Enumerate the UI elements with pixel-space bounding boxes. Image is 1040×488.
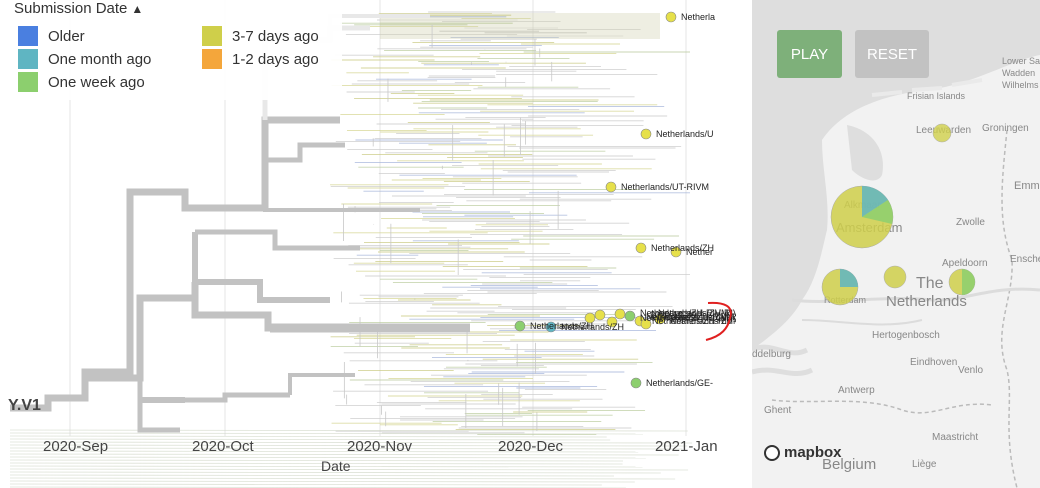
map-place-label: Frisian Islands: [907, 91, 966, 101]
tip-label: Netherlands/UT-RIVM: [621, 182, 709, 192]
axis-tick-oct: 2020-Oct: [192, 438, 254, 455]
legend-item-one-week[interactable]: One week ago: [18, 72, 145, 92]
tip-dot[interactable]: [605, 181, 617, 193]
map-place-label: Hertogenbosch: [872, 330, 940, 341]
axis-tick-sep: 2020-Sep: [43, 438, 109, 455]
map-circle-amsterdam[interactable]: [830, 185, 894, 249]
map-place-label: Groningen: [982, 123, 1029, 134]
tip-dot[interactable]: [584, 312, 596, 324]
legend-item-1-2-days[interactable]: 1-2 days ago: [202, 49, 319, 69]
tip-dot[interactable]: [670, 246, 682, 258]
reset-button[interactable]: RESET: [855, 30, 929, 78]
map-place-label: The: [916, 275, 944, 292]
tip-dot[interactable]: [640, 128, 652, 140]
map-circle-utrecht[interactable]: [883, 265, 907, 289]
map-place-label: Wadden: [1002, 68, 1035, 78]
map-place-label: Venlo: [958, 365, 983, 376]
tip-label: Netherlands/ZH: [530, 321, 593, 331]
tip-dot[interactable]: [614, 308, 626, 320]
tip-dot[interactable]: [654, 313, 666, 325]
legend-label: 1-2 days ago: [232, 50, 319, 68]
legend-swatch: [18, 26, 38, 46]
legend-title: Submission Date: [14, 0, 128, 17]
legend-label: One week ago: [48, 73, 145, 91]
tip-label-overlap: Netherlands/ZH-RIVM: [664, 312, 736, 322]
legend-item-3-7-days[interactable]: 3-7 days ago: [202, 26, 319, 46]
map-place-label: Apeldoorn: [942, 258, 988, 269]
legend-label: 3-7 days ago: [232, 27, 319, 45]
tip-label-overlap: Netherlands/ZH-RIVM: [646, 312, 735, 322]
tip-label: Netherlands/ZH: [561, 322, 624, 332]
map-circle-gelderland[interactable]: [948, 268, 976, 296]
axis-title: Date: [321, 458, 351, 474]
mapbox-logo[interactable]: mapbox: [764, 444, 842, 461]
tip-label-overlap: Netherlands/ZH-RIVM: [658, 308, 736, 318]
tip-dot[interactable]: [640, 318, 652, 330]
annotation-bracket: [705, 301, 732, 341]
map-place-label: Liège: [912, 459, 937, 470]
map-place-label: Emm: [1014, 180, 1040, 192]
chevron-up-icon[interactable]: ▲: [131, 1, 144, 16]
tip-label: 2020-12-20: [650, 310, 696, 320]
phylogeny-panel[interactable]: Netherla Netherlands/U Netherlands/UT-RIVM…: [0, 0, 736, 488]
tip-dot[interactable]: [665, 11, 677, 23]
tip-label: Nether: [686, 247, 713, 257]
axis-tick-nov: 2020-Nov: [347, 438, 413, 455]
tip-dot[interactable]: [514, 320, 526, 332]
legend-swatch: [18, 49, 38, 69]
tip-label-overlap: Netherlands/ZH-RIVM: [652, 316, 736, 326]
tip-dot[interactable]: [545, 321, 557, 333]
legend-swatch: [202, 26, 222, 46]
map-circle-rotterdam[interactable]: [821, 268, 859, 306]
map-place-label: Maastricht: [932, 432, 978, 443]
map-place-label: ddelburg: [752, 349, 791, 360]
tip-dot[interactable]: [594, 309, 606, 321]
map-circles[interactable]: [821, 123, 976, 306]
map-place-label: Eindhoven: [910, 357, 957, 368]
tip-dot[interactable]: [630, 377, 642, 389]
tip-label: Netherlands/ZH-RIVM: [640, 313, 729, 323]
clade-label: Y.V1: [8, 397, 41, 414]
tip-label: Netherlands/U: [656, 129, 714, 139]
tip-dot[interactable]: [606, 316, 618, 328]
map-place-label: Wilhelms: [1002, 80, 1039, 90]
tip-dot[interactable]: [635, 242, 647, 254]
tip-label-overlap: Netherlands/ZH-RIVM: [640, 308, 729, 318]
legend-swatch: [18, 72, 38, 92]
tip-label-overlap: Netherlands/ZH-RIVM: [670, 316, 736, 326]
map-place-label: Ensche: [1010, 254, 1040, 265]
tip-label: Netherlands/ZH: [651, 243, 714, 253]
legend-swatch: [202, 49, 222, 69]
legend-label: Older: [48, 27, 85, 45]
play-button[interactable]: PLAY: [777, 30, 842, 78]
mapbox-logo-text: mapbox: [784, 444, 842, 461]
legend-item-older[interactable]: Older: [18, 26, 85, 46]
map-circle-leeuwarden[interactable]: [932, 123, 952, 143]
tip-dot[interactable]: [624, 310, 636, 322]
tip-label: Netherlands/GE-: [646, 378, 713, 388]
axis-tick-dec: 2020-Dec: [498, 438, 564, 455]
mapbox-icon: [764, 444, 780, 461]
map-place-label: Ghent: [764, 405, 791, 416]
tip-label: Netherla: [681, 12, 715, 22]
map-place-label: Zwolle: [956, 217, 985, 228]
color-legend: Submission Date ▲ Older One month ago On…: [12, 0, 342, 100]
map-place-label: Belgium: [822, 456, 876, 473]
legend-label: One month ago: [48, 50, 152, 68]
map-place-label: Netherlands: [886, 293, 967, 310]
map-place-label: Lower Sa: [1002, 56, 1040, 66]
axis-tick-jan: 2021-Jan: [655, 438, 718, 455]
tip-markers[interactable]: [514, 11, 682, 389]
legend-item-one-month[interactable]: One month ago: [18, 49, 151, 69]
map-place-label: Antwerp: [838, 385, 875, 396]
legend-toggle[interactable]: Submission Date ▲: [14, 0, 143, 17]
